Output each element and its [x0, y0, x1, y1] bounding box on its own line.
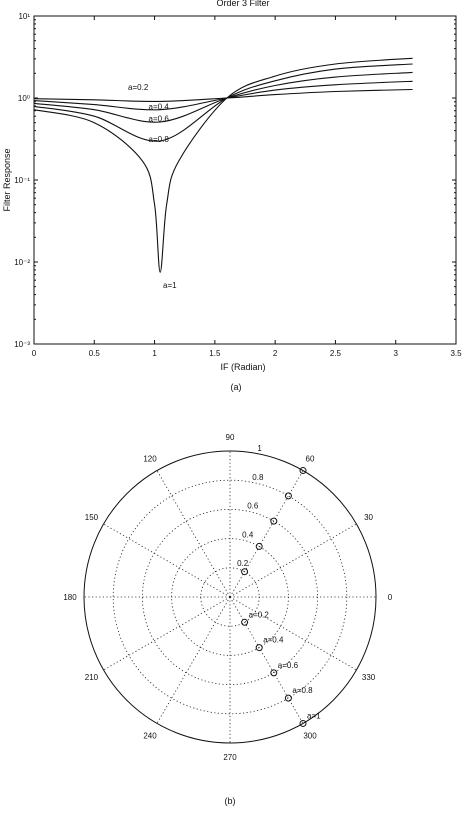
angle-tick-label: 270: [223, 753, 237, 762]
polar-point: [255, 644, 263, 652]
polar-point: [299, 467, 307, 475]
polar-point-label: a=0.6: [278, 661, 299, 670]
polar-grid: [83, 450, 377, 744]
x-tick-label: 3: [393, 349, 398, 358]
angle-tick-label: 210: [85, 673, 99, 682]
chart-a-title: Order 3 Filter: [216, 0, 269, 8]
polar-point-label: a=1: [307, 711, 321, 720]
polar-point-label: a=0.4: [263, 636, 284, 645]
polar-spoke: [156, 596, 231, 724]
y-tick-label: 10⁻¹: [14, 176, 30, 185]
radial-tick-label: 0.4: [242, 530, 254, 539]
polar-spoke: [103, 523, 231, 598]
series-label: a=0.4: [149, 103, 170, 112]
chart-a-caption: (a): [231, 382, 242, 392]
polar-point-label: a=0.2: [249, 610, 270, 619]
polar-point: [255, 542, 263, 550]
x-tick-label: 3.5: [450, 349, 462, 358]
series-label: a=0.2: [128, 83, 149, 92]
y-tick-label: 10⁻²: [14, 258, 30, 267]
series-label: a=0.8: [149, 135, 170, 144]
x-tick-label: 1.5: [209, 349, 221, 358]
y-tick-label: 10¹: [18, 12, 30, 21]
x-tick-label: 1: [152, 349, 157, 358]
radial-tick-label: 0.8: [252, 473, 264, 482]
polar-point: [299, 719, 307, 727]
polar-spoke: [229, 523, 357, 598]
polar-point: [270, 669, 278, 677]
polar-point: [270, 517, 278, 525]
radial-tick-label: 1: [257, 444, 262, 453]
series-label: a=1: [163, 281, 177, 290]
polar-angle-labels: 0 30 60 90 120 150 180 210 240 270 300 330: [63, 433, 392, 762]
angle-tick-label: 120: [143, 454, 157, 463]
angle-tick-label: 300: [303, 732, 317, 741]
y-tick-label: 10⁰: [18, 94, 30, 103]
polar-point: [241, 618, 249, 626]
x-tick-label: 0: [32, 349, 37, 358]
x-tick-label: 0.5: [89, 349, 101, 358]
angle-tick-label: 240: [143, 732, 157, 741]
radial-tick-label: 0.2: [237, 559, 249, 568]
angle-tick-label: 90: [226, 433, 235, 442]
angle-tick-label: 330: [362, 673, 376, 682]
radial-tick-label: 0.6: [247, 502, 259, 511]
filter-response-chart: Order 3 Filter 0 0.5 1 1.5 2 2.5 3 3.5 10⁻³ 10⁻²…: [2, 0, 462, 392]
polar-grid-circle: [112, 479, 348, 715]
chart-a-series: [33, 57, 413, 273]
chart-b-caption: (b): [225, 796, 236, 806]
y-tick-label: 10⁻³: [14, 340, 30, 349]
polar-spoke: [156, 470, 231, 598]
chart-a-x-ticks: 0 0.5 1 1.5 2 2.5 3 3.5: [32, 16, 462, 358]
angle-tick-label: 0: [388, 593, 393, 602]
polar-outer-circle: [83, 450, 377, 744]
polar-spoke: [103, 596, 231, 671]
polar-point: [241, 568, 249, 576]
polar-point-label: a=0.8: [292, 686, 313, 695]
angle-tick-label: 180: [63, 593, 77, 602]
x-tick-label: 2: [273, 349, 278, 358]
chart-a-series-labels: a=0.2 a=0.4 a=0.6 a=0.8 a=1: [128, 83, 177, 290]
polar-point: [284, 492, 292, 500]
angle-tick-label: 30: [364, 513, 373, 522]
chart-a-x-axis-label: IF (Radian): [220, 362, 265, 372]
chart-a-y-axis-label: Filter Response: [2, 148, 12, 211]
polar-points: a=0.2 a=0.4 a=0.6 a=0.8 a=1: [241, 467, 321, 727]
series-line: [33, 57, 413, 273]
series-label: a=0.6: [149, 114, 170, 123]
polar-spoke: [229, 470, 304, 598]
polar-point: [284, 694, 292, 702]
angle-tick-label: 150: [85, 513, 99, 522]
series-line: [33, 80, 413, 111]
angle-tick-label: 60: [306, 454, 315, 463]
polar-radial-labels: 0.2 0.4 0.6 0.8 1: [237, 444, 264, 568]
x-tick-label: 2.5: [330, 349, 342, 358]
polar-spoke: [229, 596, 357, 671]
chart-a-y-ticks: 10⁻³ 10⁻² 10⁻¹ 10⁰ 10¹: [14, 12, 456, 349]
polar-spoke: [229, 596, 304, 724]
